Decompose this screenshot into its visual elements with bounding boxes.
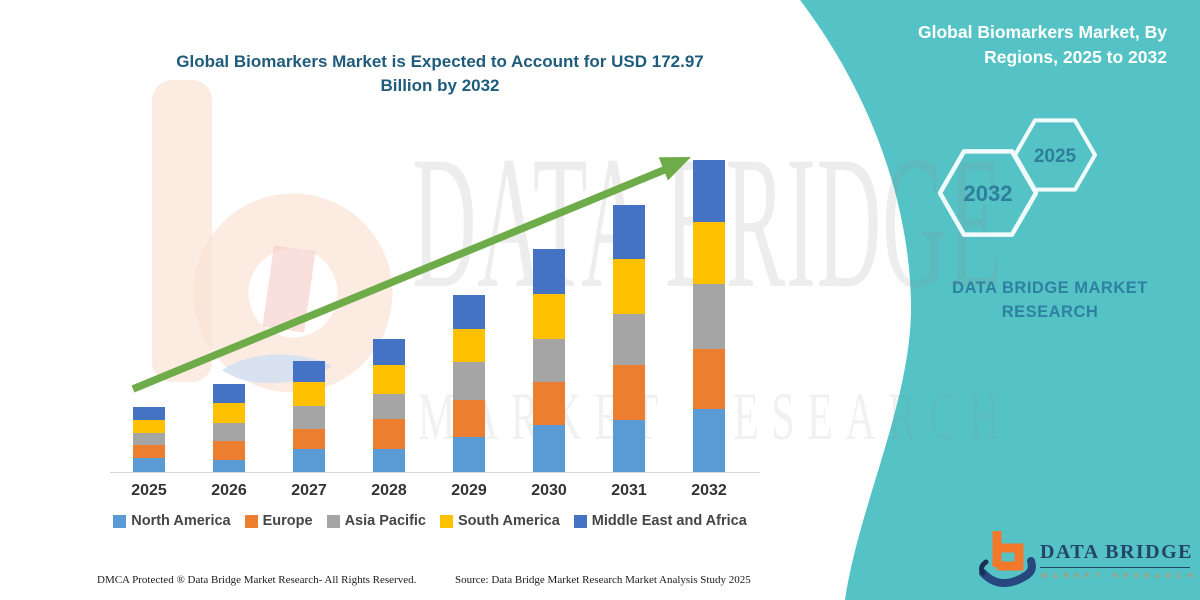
source-note: Source: Data Bridge Market Research Mark… xyxy=(455,574,751,586)
bar-segment-2029-europe xyxy=(453,400,485,438)
bar-segment-2025-asia-pacific xyxy=(133,432,165,445)
legend-swatch-icon xyxy=(573,514,587,528)
chart-title: Global Biomarkers Market is Expected to … xyxy=(110,50,770,98)
bar-segment-2028-north-america xyxy=(373,448,405,472)
legend-swatch-icon xyxy=(244,514,258,528)
bar-segment-2029-middle-east-and-africa xyxy=(453,294,485,329)
legend-item-asia-pacific: Asia Pacific xyxy=(326,513,426,529)
bar-segment-2026-asia-pacific xyxy=(213,422,245,441)
bar-segment-2027-asia-pacific xyxy=(293,405,325,429)
bar-segment-2032-europe xyxy=(693,348,725,410)
logo-wordmark: DATA BRIDGE xyxy=(1040,541,1192,568)
bar-segment-2029-south-america xyxy=(453,328,485,362)
x-axis-label-2029: 2029 xyxy=(451,482,487,499)
bar-segment-2028-middle-east-and-africa xyxy=(373,338,405,365)
legend-label: Europe xyxy=(262,513,313,529)
x-axis-label-2025: 2025 xyxy=(131,482,167,499)
bar-segment-2027-north-america xyxy=(293,448,325,472)
bar-segment-2026-europe xyxy=(213,440,245,460)
bar-segment-2031-north-america xyxy=(613,420,645,472)
bar-segment-2028-asia-pacific xyxy=(373,393,405,419)
x-axis-label-2031: 2031 xyxy=(611,482,647,499)
logo-subtext: MARKET RESEARCH xyxy=(1041,571,1199,580)
legend-swatch-icon xyxy=(326,514,340,528)
x-axis-line xyxy=(110,472,760,473)
svg-text:2025: 2025 xyxy=(1034,146,1077,167)
x-axis-label-2026: 2026 xyxy=(211,482,247,499)
legend-label: Middle East and Africa xyxy=(591,513,747,529)
bar-segment-2030-middle-east-and-africa xyxy=(533,248,565,294)
bar-segment-2028-south-america xyxy=(373,364,405,394)
hexagon-2032-icon xyxy=(937,149,1039,237)
bar-segment-2029-asia-pacific xyxy=(453,361,485,401)
bar-segment-2030-south-america xyxy=(533,293,565,340)
legend-swatch-icon xyxy=(113,514,127,528)
bar-segment-2025-north-america xyxy=(133,457,165,472)
brand-text-line2: RESEARCH xyxy=(1001,303,1099,321)
bar-segment-2029-north-america xyxy=(453,437,485,472)
bar-segment-2027-south-america xyxy=(293,381,325,406)
side-panel-heading-line2: Regions, 2025 to 2032 xyxy=(984,47,1167,67)
bar-segment-2030-north-america xyxy=(533,424,565,472)
chart-title-line1: Global Biomarkers Market is Expected to … xyxy=(176,52,704,71)
bar-segment-2025-middle-east-and-africa xyxy=(133,406,165,420)
x-axis-label-2030: 2030 xyxy=(531,482,567,499)
legend-item-north-america: North America xyxy=(113,513,231,529)
bar-segment-2032-north-america xyxy=(693,409,725,472)
chart-title-line2: Billion by 2032 xyxy=(380,76,500,95)
bar-segment-2031-middle-east-and-africa xyxy=(613,205,645,259)
bar-segment-2028-europe xyxy=(373,418,405,449)
legend-label: Asia Pacific xyxy=(344,513,426,529)
bar-segment-2030-asia-pacific xyxy=(533,339,565,382)
x-axis-label-2032: 2032 xyxy=(691,482,727,499)
x-axis-label-2028: 2028 xyxy=(371,482,407,499)
bar-segment-2025-europe xyxy=(133,444,165,458)
legend-item-middle-east-and-africa: Middle East and Africa xyxy=(573,513,747,529)
bar-segment-2026-south-america xyxy=(213,402,245,423)
legend-item-south-america: South America xyxy=(440,513,560,529)
bar-segment-2031-south-america xyxy=(613,258,645,314)
legend-label: South America xyxy=(458,513,560,529)
bar-segment-2027-europe xyxy=(293,428,325,449)
brand-text-line1: DATA BRIDGE MARKET xyxy=(952,279,1148,297)
bar-segment-2027-middle-east-and-africa xyxy=(293,360,325,382)
dmca-notice: DMCA Protected ® Data Bridge Market Rese… xyxy=(97,574,417,586)
legend-label: North America xyxy=(131,513,231,529)
side-panel-heading: Global Biomarkers Market, By Regions, 20… xyxy=(837,20,1167,70)
legend-item-europe: Europe xyxy=(244,513,313,529)
brand-text: DATA BRIDGE MARKET RESEARCH xyxy=(918,276,1182,324)
svg-text:2032: 2032 xyxy=(964,181,1013,206)
bar-segment-2030-europe xyxy=(533,382,565,425)
side-panel-heading-line1: Global Biomarkers Market, By xyxy=(918,22,1167,42)
bar-segment-2031-europe xyxy=(613,365,645,421)
bar-segment-2032-asia-pacific xyxy=(693,284,725,349)
legend-swatch-icon xyxy=(440,514,453,528)
chart-legend: North America Europe Asia Pacific South Ame… xyxy=(88,513,772,529)
bar-segment-2032-middle-east-and-africa xyxy=(693,159,725,222)
bar-segment-2031-asia-pacific xyxy=(613,313,645,366)
bar-segment-2025-south-america xyxy=(133,419,165,433)
bar-segment-2032-south-america xyxy=(693,221,725,285)
bar-segment-2026-north-america xyxy=(213,459,245,472)
bar-segment-2026-middle-east-and-africa xyxy=(213,383,245,403)
x-axis-label-2027: 2027 xyxy=(291,482,327,499)
hexagon-2025-icon xyxy=(1013,118,1097,192)
